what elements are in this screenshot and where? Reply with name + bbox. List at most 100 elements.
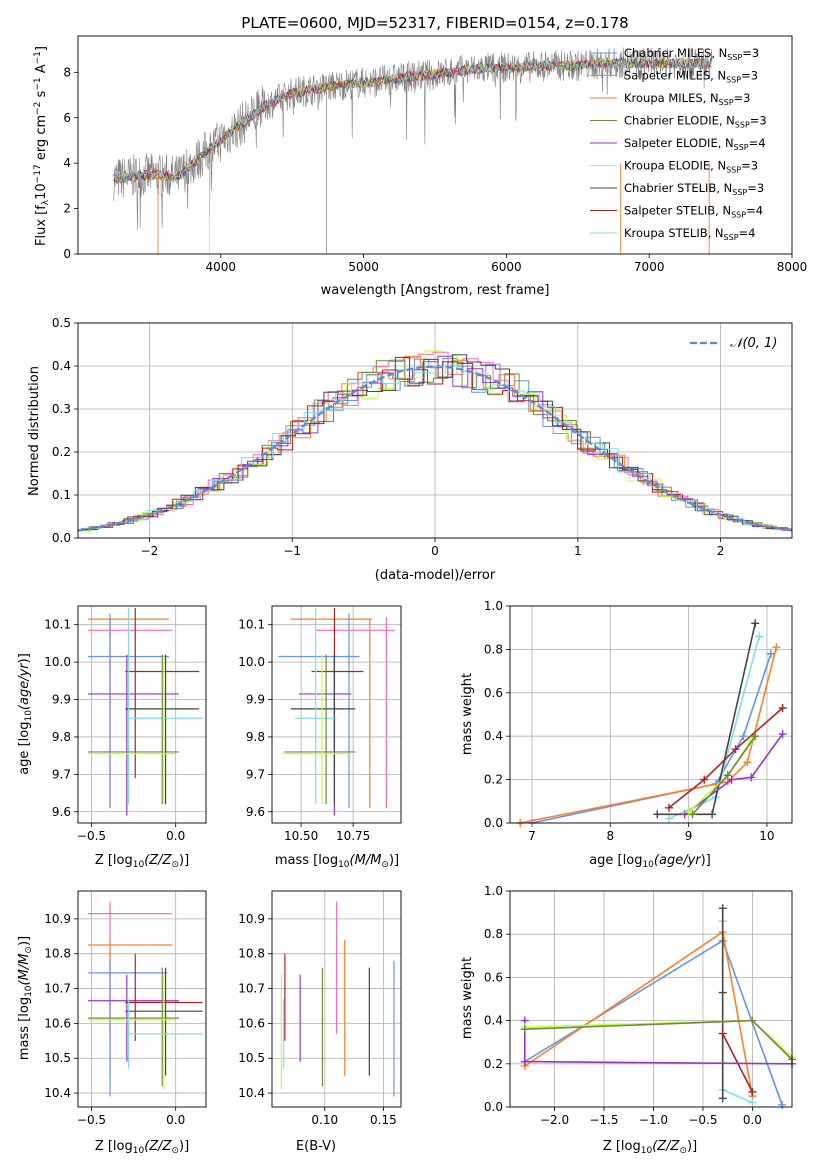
weight-vs-z-ytick-label: 0.2 — [484, 1057, 503, 1071]
age-vs-z-ytick-label: 9.7 — [52, 767, 71, 781]
legend-entry: Kroupa STELIB, NSSP=4 — [624, 226, 755, 242]
mass-vs-z-panel: −0.5 0.0 10.4 10.5 10.6 10.7 10.8 10.9 — [44, 890, 207, 1127]
weight-marker — [739, 732, 748, 741]
residual-histogram — [82, 361, 792, 531]
age-vs-z-xtick-label: −0.5 — [77, 829, 106, 843]
weight-marker — [718, 1094, 727, 1103]
legend-entry: Kroupa ELODIE, NSSP=3 — [624, 159, 758, 175]
svg-text:Z [log10(Z/Z⊙)]: Z [log10(Z/Z⊙)] — [95, 1139, 189, 1156]
age-vs-mass-ytick-label: 9.8 — [246, 730, 265, 744]
histogram-panel: −2 −1 0 1 2 0.0 0.1 0.2 0.3 0.4 0.5 𝒩(0, 1) — [52, 316, 793, 558]
weight-marker — [755, 632, 764, 641]
weight-vs-z-xtick-label: −1.5 — [589, 1113, 618, 1127]
weight-vs-age-panel: 7 8 9 10 0.0 0.2 0.4 0.6 0.8 1.0 — [484, 599, 793, 843]
weight-vs-z-xtick-label: −1.0 — [639, 1113, 668, 1127]
legend-name: Salpeter MILES, N — [624, 69, 726, 83]
legend-count: =3 — [741, 69, 758, 83]
histogram-ytick-label: 0.5 — [52, 316, 71, 330]
histogram-ytick-label: 0.2 — [52, 445, 71, 459]
histogram-ytick-label: 0.1 — [52, 488, 71, 502]
weight-vs-z-ytick-label: 0.0 — [484, 1100, 503, 1114]
weight-marker — [718, 904, 727, 913]
legend-count: =3 — [747, 181, 764, 195]
weight-vs-age-ylabel: mass weight — [460, 673, 475, 755]
age-vs-mass-panel: 10.50 10.75 9.6 9.7 9.8 9.9 10.0 10.1 — [238, 605, 402, 843]
weight-marker — [748, 1098, 757, 1107]
weight-marker — [778, 730, 787, 739]
weight-line — [524, 930, 754, 1097]
histogram-xlabel: (data-model)/error — [375, 568, 496, 583]
svg-text:age [log10(age/yr)]: age [log10(age/yr)] — [589, 853, 711, 870]
mass-vs-ebv-ytick-label: 10.5 — [238, 1051, 265, 1065]
weight-marker — [748, 1087, 757, 1096]
spectrum-xtick-label: 6000 — [491, 260, 522, 274]
weight-vs-age-ytick-label: 0.6 — [484, 686, 503, 700]
svg-text:Flux [fλ10−17 erg cm−2 s−1 A−1: Flux [fλ10−17 erg cm−2 s−1 A−1] — [33, 46, 51, 246]
legend-sub: SSP — [731, 211, 746, 220]
weight-marker — [766, 649, 775, 658]
mass-vs-z-ytick-label: 10.6 — [44, 1016, 71, 1030]
legend-entry: Salpeter MILES, NSSP=3 — [624, 69, 758, 85]
age-vs-z-ytick-label: 9.9 — [52, 693, 71, 707]
mass-vs-ebv-ytick-label: 10.7 — [238, 982, 265, 996]
histogram-xtick-label: 2 — [717, 544, 725, 558]
legend-name: Kroupa ELODIE, N — [624, 159, 726, 173]
weight-vs-z-panel: −2.0 −1.5 −1.0 −0.5 0.0 0.0 0.2 0.4 0.6 0.8 1.0 — [484, 884, 796, 1127]
weight-vs-age-xlabel: age [log10(age/yr)] — [589, 853, 711, 870]
legend-entry: Chabrier STELIB, NSSP=3 — [624, 181, 764, 197]
spectrum-xlabel: wavelength [Angstrom, rest frame] — [321, 283, 550, 298]
mass-vs-z-ytick-label: 10.4 — [44, 1086, 71, 1100]
weight-vs-z-ytick-label: 0.8 — [484, 927, 503, 941]
histogram-ytick-label: 0.0 — [52, 531, 71, 545]
histogram-xtick-label: −1 — [283, 544, 301, 558]
weight-vs-z-ylabel: mass weight — [460, 957, 475, 1039]
spectrum-xtick-label: 8000 — [777, 260, 808, 274]
legend-sub: SSP — [735, 121, 750, 130]
legend-sub: SSP — [726, 76, 741, 85]
legend-entry: Salpeter STELIB, NSSP=4 — [624, 204, 763, 220]
legend-sub: SSP — [724, 233, 739, 242]
legend-sub: SSP — [732, 188, 747, 197]
legend-sub: SSP — [719, 98, 734, 107]
weight-marker — [653, 810, 662, 819]
svg-text:age [log10(age/yr)]: age [log10(age/yr)] — [17, 653, 34, 775]
legend-entry: Kroupa MILES, NSSP=3 — [624, 91, 750, 107]
mass-vs-z-frame — [77, 890, 207, 1108]
weight-vs-z-ytick-label: 0.6 — [484, 970, 503, 984]
weight-marker — [778, 1100, 787, 1109]
weight-marker — [520, 1025, 529, 1034]
mass-vs-ebv-xlabel: E(B-V) — [296, 1139, 336, 1154]
svg-text:Z [log10(Z/Z⊙)]: Z [log10(Z/Z⊙)] — [95, 853, 189, 870]
spectrum-xtick-label: 5000 — [348, 260, 379, 274]
weight-vs-z-ytick-label: 0.4 — [484, 1014, 503, 1028]
legend-name: Salpeter STELIB, N — [624, 204, 731, 218]
age-vs-mass-ytick-label: 10.1 — [238, 618, 265, 632]
legend-count: =4 — [746, 204, 763, 218]
weight-line — [668, 707, 784, 809]
spectrum-ytick-label: 0 — [63, 247, 71, 261]
age-vs-z-ytick-label: 10.0 — [44, 655, 71, 669]
model-spectrum — [113, 57, 712, 182]
weight-marker — [751, 619, 760, 628]
mass-vs-z-ytick-label: 10.8 — [44, 947, 71, 961]
weight-marker — [665, 814, 674, 823]
weight-marker — [723, 771, 732, 780]
legend-count: =4 — [749, 136, 766, 150]
weight-vs-age-frame — [509, 605, 793, 824]
weight-marker — [748, 1016, 757, 1025]
spectrum-ytick-label: 6 — [63, 111, 71, 125]
weight-vs-z-frame — [509, 890, 793, 1108]
legend-name: Chabrier ELODIE, N — [624, 114, 735, 128]
age-vs-mass-ytick-label: 9.9 — [246, 693, 265, 707]
age-vs-mass-frame — [271, 605, 402, 824]
weight-vs-age-ytick-label: 0.2 — [484, 773, 503, 787]
mass-vs-z-ylabel: mass [log10(M/M⊙)] — [17, 936, 34, 1060]
histogram-xtick-label: −2 — [141, 544, 159, 558]
mass-vs-ebv-ytick-label: 10.9 — [238, 912, 265, 926]
mass-vs-ebv-ytick-label: 10.4 — [238, 1086, 265, 1100]
spectrum-ytick-label: 8 — [63, 65, 71, 79]
weight-marker — [778, 703, 787, 712]
weight-marker — [747, 773, 756, 782]
weight-marker — [700, 775, 709, 784]
